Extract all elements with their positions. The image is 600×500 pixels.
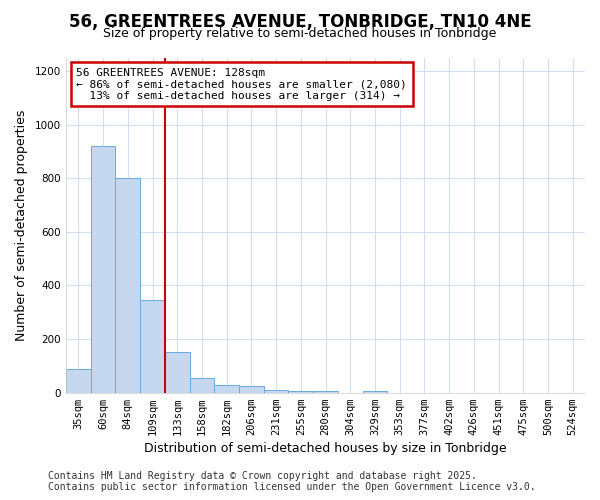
- Bar: [165, 352, 190, 393]
- Y-axis label: Number of semi-detached properties: Number of semi-detached properties: [15, 110, 28, 341]
- Bar: [190, 378, 214, 392]
- Bar: [115, 178, 140, 392]
- Bar: [214, 384, 239, 392]
- Text: Size of property relative to semi-detached houses in Tonbridge: Size of property relative to semi-detach…: [103, 28, 497, 40]
- Bar: [66, 368, 91, 392]
- Bar: [289, 390, 313, 392]
- Bar: [264, 390, 289, 392]
- Bar: [239, 386, 264, 392]
- X-axis label: Distribution of semi-detached houses by size in Tonbridge: Distribution of semi-detached houses by …: [144, 442, 507, 455]
- Bar: [91, 146, 115, 392]
- Bar: [140, 300, 165, 392]
- Text: Contains HM Land Registry data © Crown copyright and database right 2025.
Contai: Contains HM Land Registry data © Crown c…: [48, 471, 536, 492]
- Text: 56 GREENTREES AVENUE: 128sqm
← 86% of semi-detached houses are smaller (2,080)
 : 56 GREENTREES AVENUE: 128sqm ← 86% of se…: [76, 68, 407, 101]
- Bar: [362, 390, 388, 392]
- Text: 56, GREENTREES AVENUE, TONBRIDGE, TN10 4NE: 56, GREENTREES AVENUE, TONBRIDGE, TN10 4…: [68, 12, 532, 30]
